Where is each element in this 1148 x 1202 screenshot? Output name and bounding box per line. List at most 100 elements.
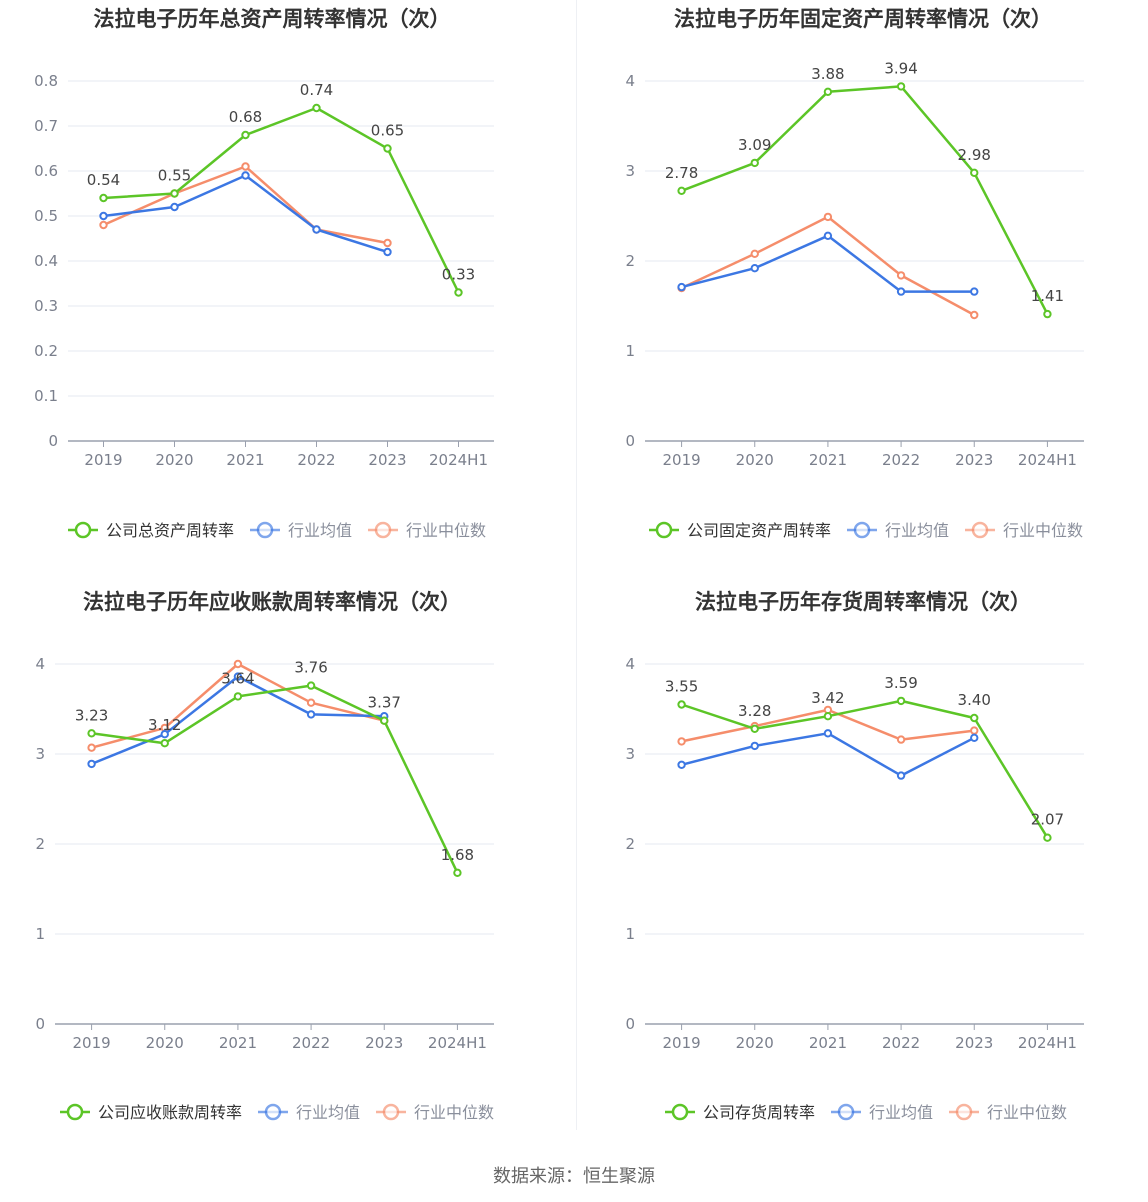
data-point-avg — [823, 231, 833, 241]
data-label: 0.54 — [87, 171, 120, 189]
data-label: 3.37 — [368, 694, 401, 712]
legend-label: 公司固定资产周转率 — [687, 521, 831, 540]
x-tick-label: 2022 — [297, 451, 335, 469]
data-point-avg — [383, 247, 392, 257]
legend-label: 行业均值 — [885, 521, 949, 540]
y-tick-label: 4 — [35, 655, 45, 673]
legend-item-avg[interactable]: 行业均值 — [831, 1103, 933, 1122]
y-tick-label: 4 — [625, 72, 635, 90]
data-point-median — [241, 162, 250, 171]
y-tick-label: 2 — [35, 835, 45, 853]
legend-item-company[interactable]: 公司总资产周转率 — [68, 521, 234, 540]
data-point-median — [970, 310, 979, 320]
x-tick-label: 2019 — [72, 1034, 110, 1052]
legend-marker-icon — [671, 1103, 689, 1121]
data-point-company — [383, 144, 392, 153]
data-point-avg — [896, 287, 906, 296]
data-label: 3.59 — [884, 674, 917, 692]
x-tick-label: 2023 — [955, 1034, 993, 1052]
data-point-company — [241, 130, 250, 140]
x-tick-label: 2024H1 — [429, 451, 488, 469]
data-point-avg — [896, 771, 906, 780]
data-label: 0.55 — [158, 167, 191, 185]
data-point-avg — [233, 672, 243, 681]
legend-marker-icon — [971, 521, 989, 539]
data-point-avg — [677, 282, 686, 292]
data-label: 3.28 — [738, 702, 771, 720]
x-tick-label: 2022 — [292, 1034, 330, 1052]
y-tick-label: 2 — [625, 252, 635, 270]
data-label: 2.78 — [665, 164, 698, 182]
legend-item-median[interactable]: 行业中位数 — [949, 1103, 1067, 1122]
chart-svg: 法拉电子历年固定资产周转率情况（次） 0 1 2 3 4 2019 2020 2021 2022 2… — [625, 7, 1084, 540]
data-point-company — [160, 739, 169, 748]
x-tick-label: 2023 — [955, 451, 993, 469]
legend-label: 公司存货周转率 — [703, 1103, 815, 1122]
legend-marker-icon — [655, 521, 673, 539]
y-tick-label: 0.7 — [34, 117, 58, 135]
series-line-company — [91, 684, 459, 874]
y-tick-label: 0 — [35, 1015, 45, 1033]
legend-marker-icon — [382, 1103, 400, 1121]
legend-label: 行业中位数 — [406, 521, 486, 540]
data-point-company — [1043, 309, 1052, 319]
series-line-avg — [91, 675, 385, 766]
x-tick-label: 2019 — [662, 1034, 700, 1052]
data-point-avg — [160, 730, 169, 739]
series-line-avg — [103, 174, 388, 254]
x-tick-label: 2020 — [146, 1034, 184, 1052]
legend-item-avg[interactable]: 行业均值 — [258, 1103, 360, 1122]
y-tick-label: 1 — [625, 925, 635, 943]
y-tick-label: 0.3 — [34, 297, 58, 315]
data-label: 3.64 — [221, 669, 254, 687]
data-point-median — [99, 220, 108, 230]
data-point-avg — [823, 729, 833, 738]
y-tick-label: 2 — [625, 835, 635, 853]
legend-item-company[interactable]: 公司固定资产周转率 — [649, 521, 831, 540]
y-tick-label: 0 — [48, 432, 58, 450]
chart-title: 法拉电子历年固定资产周转率情况（次） — [674, 7, 1052, 31]
legend-item-company[interactable]: 公司存货周转率 — [665, 1103, 815, 1122]
data-label: 3.40 — [958, 691, 991, 709]
legend-item-median[interactable]: 行业中位数 — [376, 1103, 494, 1122]
legend-item-median[interactable]: 行业中位数 — [368, 521, 486, 540]
chart-title: 法拉电子历年应收账款周转率情况（次） — [83, 590, 461, 614]
x-tick-label: 2021 — [219, 1034, 257, 1052]
legend-item-avg[interactable]: 行业均值 — [847, 521, 949, 540]
x-tick-label: 2024H1 — [428, 1034, 487, 1052]
y-tick-label: 3 — [625, 745, 635, 763]
legend-item-median[interactable]: 行业中位数 — [965, 521, 1083, 540]
data-point-company — [896, 696, 906, 706]
legend-marker-icon — [374, 521, 392, 539]
x-tick-label: 2024H1 — [1018, 451, 1077, 469]
data-source: 数据来源：恒生聚源 — [493, 1166, 655, 1187]
data-label: 3.55 — [665, 678, 698, 696]
legend-item-avg[interactable]: 行业均值 — [250, 521, 352, 540]
data-label: 0.68 — [229, 108, 262, 126]
data-point-median — [306, 698, 316, 707]
legend-marker-icon — [66, 1103, 84, 1121]
data-point-median — [970, 726, 979, 735]
x-tick-label: 2019 — [84, 451, 122, 469]
legend-marker-icon — [74, 521, 92, 539]
data-point-company — [896, 82, 906, 91]
series-line-company — [681, 85, 1049, 315]
legend-item-company[interactable]: 公司应收账款周转率 — [60, 1103, 242, 1122]
data-point-company — [677, 186, 686, 196]
legend-label: 行业中位数 — [987, 1103, 1067, 1122]
x-tick-label: 2022 — [882, 451, 920, 469]
data-point-median — [383, 238, 392, 248]
chart-svg: 法拉电子历年存货周转率情况（次） 0 1 2 3 4 2019 2020 2021 2022 202… — [625, 590, 1084, 1122]
y-tick-label: 1 — [625, 342, 635, 360]
data-point-avg — [750, 264, 759, 273]
x-tick-label: 2020 — [736, 1034, 774, 1052]
x-tick-label: 2023 — [368, 451, 406, 469]
series-line-company — [103, 106, 460, 294]
chart-title: 法拉电子历年存货周转率情况（次） — [695, 590, 1031, 614]
legend-label: 行业均值 — [296, 1103, 360, 1122]
data-point-median — [677, 737, 686, 746]
data-point-avg — [677, 760, 686, 770]
data-point-avg — [87, 759, 96, 769]
chart-title: 法拉电子历年总资产周转率情况（次） — [94, 7, 451, 31]
chart-svg: 法拉电子历年应收账款周转率情况（次） 0 1 2 3 4 2019 2020 2021 2022 2… — [35, 590, 494, 1122]
